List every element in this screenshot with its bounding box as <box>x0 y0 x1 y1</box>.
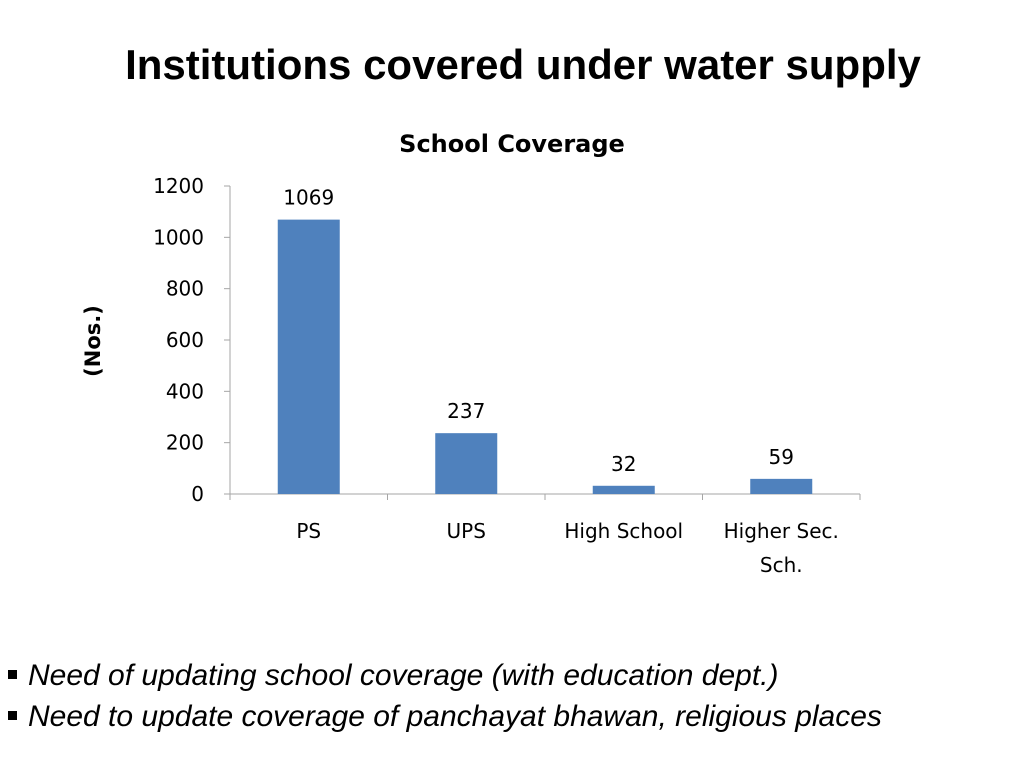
x-tick-label-line: Higher Sec. <box>724 519 839 543</box>
x-tick-label-line: Sch. <box>760 553 803 577</box>
bar <box>592 485 655 494</box>
bar-chart: School Coverage (Nos.) 0 200 400 600 800 1000… <box>81 130 861 577</box>
y-tick-label: 1200 <box>153 174 204 198</box>
y-tick-label: 0 <box>191 482 204 506</box>
y-tick-label: 600 <box>166 328 204 352</box>
bar <box>435 433 498 494</box>
y-tick-label: 800 <box>166 277 204 301</box>
bullet-square-icon <box>8 711 17 720</box>
y-tick-label: 1000 <box>153 225 204 249</box>
bullet-text: Need of updating school coverage (with e… <box>28 659 779 692</box>
x-tick-label-line: UPS <box>447 519 486 543</box>
plot-area: 0 200 400 600 800 1000 1200 1069 PS 237 UPS 32 High … <box>153 174 861 577</box>
y-axis-label: (Nos.) <box>81 305 105 377</box>
x-tick-label: High School <box>564 519 683 543</box>
data-label: 237 <box>447 399 485 423</box>
chart-title: School Coverage <box>399 130 625 158</box>
y-tick-label: 200 <box>166 431 204 455</box>
x-tick-label: PS <box>296 519 321 543</box>
data-label: 59 <box>769 445 794 469</box>
x-tick-label-line: High School <box>564 519 683 543</box>
data-label: 1069 <box>283 186 334 210</box>
bar <box>277 219 340 494</box>
data-label: 32 <box>611 452 636 476</box>
y-tick-label: 400 <box>166 379 204 403</box>
bar <box>750 478 813 494</box>
bullet-square-icon <box>8 670 17 679</box>
bullet-text: Need to update coverage of panchayat bha… <box>28 700 882 733</box>
x-tick-label-line: PS <box>296 519 321 543</box>
x-tick-label: UPS <box>447 519 486 543</box>
slide-title: Institutions covered under water supply <box>125 41 921 88</box>
x-tick-label: Higher Sec. Sch. <box>724 519 839 577</box>
